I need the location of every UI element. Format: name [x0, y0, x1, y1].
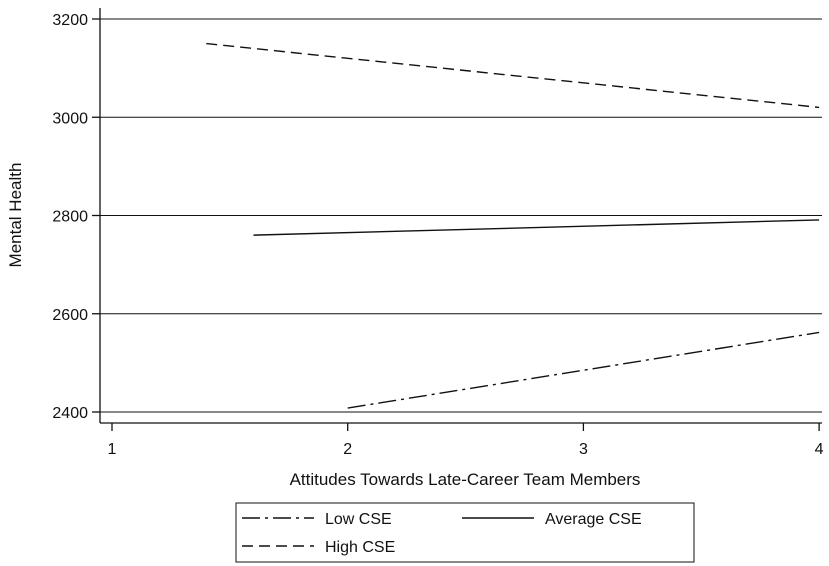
- x-axis-label: Attitudes Towards Late-Career Team Membe…: [290, 470, 641, 489]
- y-tick-label: 2800: [52, 209, 88, 226]
- y-tick-label: 3000: [52, 110, 88, 127]
- y-tick-label: 2600: [52, 307, 88, 324]
- y-tick-label: 2400: [52, 405, 88, 422]
- legend-label: Low CSE: [325, 511, 392, 528]
- legend-items: Low CSE Average CSE High CSE: [242, 511, 642, 556]
- y-ticks: 2400 2600 2800 3000 3200: [52, 12, 100, 422]
- grid-lines: [100, 18, 822, 413]
- x-tick-label: 1: [108, 441, 117, 458]
- y-axis-label: Mental Health: [6, 163, 25, 268]
- legend-label: Average CSE: [545, 511, 642, 528]
- series-line-high-cse: [206, 42, 820, 109]
- series-line-average-cse: [253, 219, 820, 236]
- x-tick-label: 3: [579, 441, 588, 458]
- series-lines: [206, 42, 820, 409]
- x-tick-label: 2: [343, 441, 352, 458]
- y-tick-label: 3200: [52, 12, 88, 29]
- x-tick-label: 4: [815, 441, 824, 458]
- legend-label: High CSE: [325, 539, 395, 556]
- legend-box: [235, 502, 695, 563]
- legend: Low CSE Average CSE High CSE: [235, 502, 695, 563]
- x-ticks: 1 2 3 4: [108, 423, 824, 458]
- series-line-low-cse: [347, 331, 820, 409]
